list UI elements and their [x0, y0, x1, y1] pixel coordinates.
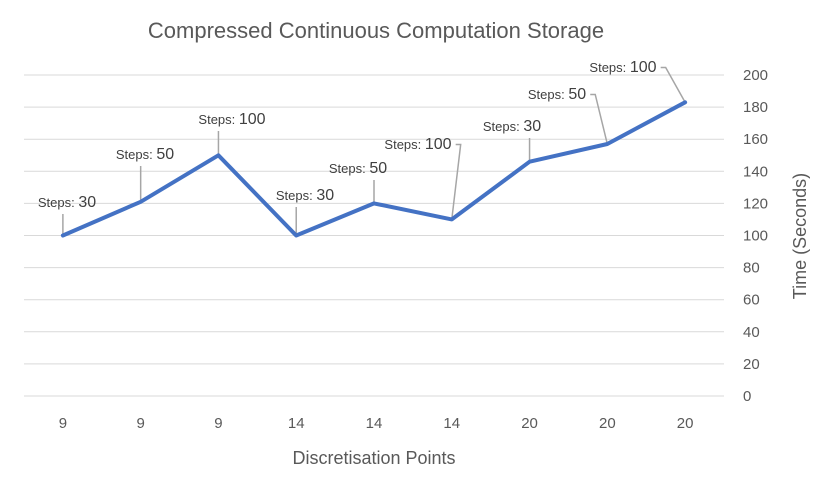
data-label-prefix: Steps:: [483, 119, 523, 134]
data-label: Steps: 50: [116, 146, 174, 163]
x-tick-label: 9: [59, 415, 67, 432]
x-tick-label: 9: [136, 415, 144, 432]
y-tick-label: 100: [743, 228, 768, 245]
chart-title: Compressed Continuous Computation Storag…: [148, 18, 604, 43]
data-label-prefix: Steps:: [589, 60, 629, 75]
data-label-value: 100: [425, 136, 452, 153]
y-tick-label: 40: [743, 324, 760, 341]
y-tick-labels: 0 20 40 60 80 100 120 140 160 180 200: [743, 67, 768, 405]
data-label-text: Steps: 100: [384, 136, 451, 153]
data-label-value: 50: [568, 86, 586, 103]
data-label: Steps: 30: [483, 118, 541, 135]
y-tick-label: 20: [743, 356, 760, 373]
x-tick-label: 20: [599, 415, 616, 432]
data-label-prefix: Steps:: [116, 147, 156, 162]
data-label-text: Steps: 50: [329, 160, 387, 177]
leader-line: [590, 93, 609, 145]
y-tick-label: 60: [743, 292, 760, 309]
data-label-value: 30: [78, 194, 96, 211]
data-label: Steps: 50: [329, 160, 387, 177]
y-tick-label: 160: [743, 131, 768, 148]
x-axis-title: Discretisation Points: [292, 448, 455, 468]
data-label-text: Steps: 30: [38, 194, 96, 211]
data-label: Steps: 50: [528, 86, 586, 103]
data-label-prefix: Steps:: [198, 112, 238, 127]
y-tick-label: 0: [743, 388, 751, 405]
x-tick-labels: 9 9 9 14 14 14 20 20 20: [59, 415, 694, 432]
data-label-value: 30: [523, 118, 541, 135]
data-label: Steps: 30: [38, 194, 96, 211]
data-label: Steps: 100: [198, 111, 265, 128]
data-label-value: 100: [630, 59, 657, 76]
data-label-prefix: Steps:: [38, 195, 78, 210]
y-tick-label: 80: [743, 260, 760, 277]
data-label-text: Steps: 50: [116, 146, 174, 163]
x-tick-label: 9: [214, 415, 222, 432]
data-label-value: 50: [369, 160, 387, 177]
data-label-text: Steps: 50: [528, 86, 586, 103]
x-tick-label: 20: [677, 415, 694, 432]
data-label-text: Steps: 100: [589, 59, 656, 76]
x-tick-label: 14: [443, 415, 460, 432]
data-label-value: 50: [156, 146, 174, 163]
data-label-prefix: Steps:: [528, 87, 568, 102]
data-label-text: Steps: 30: [276, 187, 334, 204]
y-axis-title: Time (Seconds): [790, 173, 810, 299]
data-label: Steps: 100: [589, 59, 656, 76]
y-tick-label: 120: [743, 195, 768, 212]
leader-line: [660, 66, 686, 103]
data-label-prefix: Steps:: [384, 137, 424, 152]
data-label-text: Steps: 30: [483, 118, 541, 135]
data-label-text: Steps: 100: [198, 111, 265, 128]
y-tick-label: 200: [743, 67, 768, 84]
x-tick-label: 20: [521, 415, 538, 432]
series-line: [60, 100, 688, 238]
data-label: Steps: 30: [276, 187, 334, 204]
data-label-leader-lines: [62, 66, 686, 236]
data-label-prefix: Steps:: [329, 161, 369, 176]
y-tick-label: 180: [743, 99, 768, 116]
data-label: Steps: 100: [384, 136, 451, 153]
x-tick-label: 14: [288, 415, 305, 432]
data-label-prefix: Steps:: [276, 188, 316, 203]
data-label-value: 30: [316, 187, 334, 204]
leader-line: [451, 143, 462, 220]
data-label-value: 100: [239, 111, 266, 128]
gridlines: [24, 74, 724, 397]
y-tick-label: 140: [743, 163, 768, 180]
x-tick-label: 14: [366, 415, 383, 432]
